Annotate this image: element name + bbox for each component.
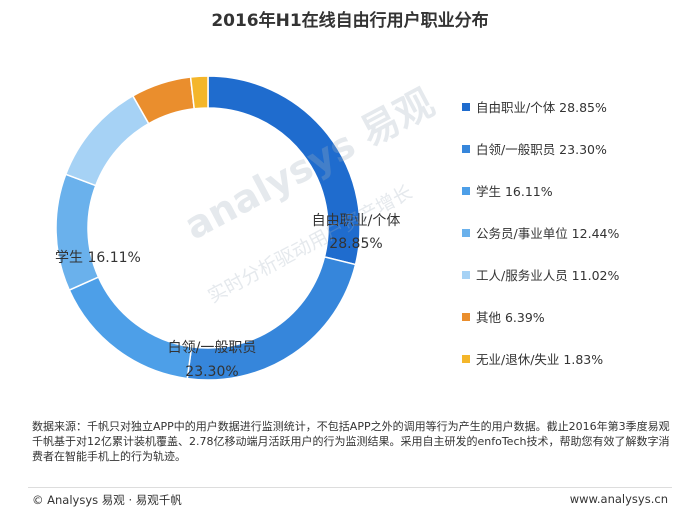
legend-label: 其他 6.39% xyxy=(476,310,545,325)
slice-value-2: 23.30% xyxy=(185,364,238,380)
slice-label-2: 白领/一般职员 xyxy=(168,340,257,356)
legend-label: 工人/服务业人员 11.02% xyxy=(476,268,620,283)
donut-slice-4 xyxy=(55,173,100,292)
legend-label: 无业/退休/失业 1.83% xyxy=(476,352,604,367)
donut-slice-7 xyxy=(189,75,209,110)
source-note: 数据来源：千帆只对独立APP中的用户数据进行监测统计，不包括APP之外的调用等行… xyxy=(32,420,670,463)
slice-label-3: 学生 16.11% xyxy=(55,250,141,266)
donut-chart: 自由职业/个体 28.85% 白领/一般职员 23.30% 学生 16.11% xyxy=(55,75,400,381)
legend-item-2: 白领/一般职员 23.30% xyxy=(462,137,697,160)
legend-item-5: 工人/服务业人员 11.02% xyxy=(462,263,697,286)
slice-label-1: 自由职业/个体 xyxy=(312,213,401,229)
slice-labels: 自由职业/个体 28.85% 白领/一般职员 23.30% 学生 16.11% xyxy=(55,213,400,380)
chart-legend: 自由职业/个体 28.85% 白领/一般职员 23.30% 学生 16.11% 公务员… xyxy=(462,95,697,389)
legend-label: 公务员/事业单位 12.44% xyxy=(476,226,620,241)
legend-swatch xyxy=(462,186,470,195)
footer-copyright: © Analysys 易观 · 易观千帆 xyxy=(32,493,182,507)
legend-swatch xyxy=(462,312,470,321)
legend-swatch xyxy=(462,102,470,111)
donut-slices xyxy=(55,75,361,381)
legend-swatch xyxy=(462,354,470,363)
legend-label: 白领/一般职员 23.30% xyxy=(476,142,607,157)
donut-slice-5 xyxy=(64,94,150,187)
donut-slice-3 xyxy=(68,276,193,380)
slice-value-1: 28.85% xyxy=(329,236,382,252)
footer-website: www.analysys.cn xyxy=(569,492,668,506)
footer-divider xyxy=(28,487,672,488)
legend-swatch xyxy=(462,228,470,237)
legend-item-4: 公务员/事业单位 12.44% xyxy=(462,221,697,244)
donut-slice-2 xyxy=(186,255,357,381)
legend-swatch xyxy=(462,144,470,153)
legend-item-3: 学生 16.11% xyxy=(462,179,697,202)
chart-title: 2016年H1在线自由行用户职业分布 xyxy=(211,11,489,31)
legend-label: 自由职业/个体 28.85% xyxy=(476,100,607,115)
legend-label: 学生 16.11% xyxy=(476,184,553,199)
legend-swatch xyxy=(462,270,470,279)
legend-item-7: 无业/退休/失业 1.83% xyxy=(462,347,697,370)
legend-item-1: 自由职业/个体 28.85% xyxy=(462,95,697,118)
legend-item-6: 其他 6.39% xyxy=(462,305,697,328)
